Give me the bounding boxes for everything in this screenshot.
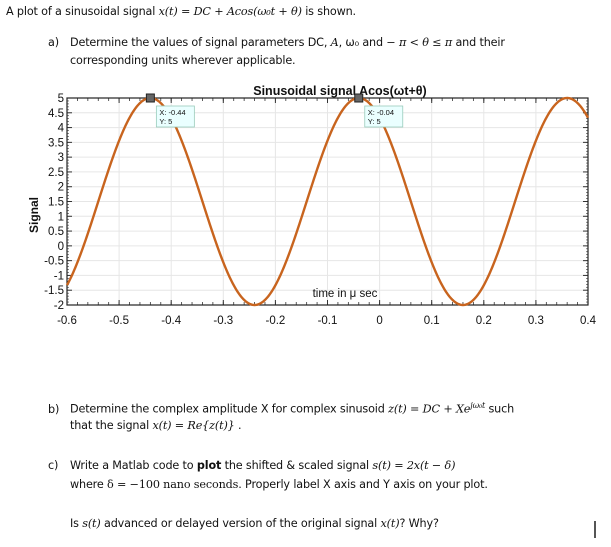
y-tick-label: 1	[58, 211, 64, 223]
part-c-line2-prefix: where	[70, 478, 108, 491]
question-suffix: ? Why?	[399, 517, 439, 530]
axes-box	[66, 97, 589, 306]
question-prefix: Is	[70, 517, 83, 530]
part-c-nano: nano seconds.	[159, 478, 242, 491]
intro-text: A plot of a sinusoidal signal x(t) = DC …	[6, 5, 356, 18]
part-b-line2-suffix: .	[234, 419, 242, 432]
x-tick-label: 0.2	[476, 315, 492, 327]
intro-formula: x(t) = DC + Acos(ω₀t + θ)	[158, 5, 302, 18]
x-tick-label: -0.2	[265, 315, 285, 327]
datatip-x-value: X: -0.04	[368, 108, 394, 117]
y-tick-label: 0	[58, 241, 64, 253]
y-tick-label: 1.5	[48, 197, 64, 209]
part-b-text: Determine the complex amplitude X for co…	[70, 402, 389, 416]
part-b-exponent: jω₀t	[470, 401, 486, 410]
part-a-letter: a)	[48, 36, 59, 49]
chart-title: Sinusoidal signal Acos(ωt+θ)	[253, 84, 426, 98]
y-tick-label: 4	[58, 123, 65, 135]
part-b-line2: that the signal x(t) = Re{z(t)} .	[70, 419, 242, 432]
datatip-y-value: Y: 5	[368, 117, 381, 126]
part-c-line2-suffix: Properly label X axis and Y axis on your…	[241, 478, 488, 491]
y-tick-label: 5	[58, 93, 64, 105]
y-tick-label: -2	[54, 300, 64, 312]
part-a-mid: , ω₀ and	[338, 36, 387, 49]
datatip-x-value: X: -0.44	[159, 108, 185, 117]
datatip-y-value: Y: 5	[159, 117, 172, 126]
part-c-line2: where δ = −100 nano seconds. Properly la…	[70, 478, 488, 491]
x-tick-label: 0.4	[580, 315, 597, 327]
y-tick-label: 4.5	[48, 108, 64, 120]
part-a-line2: corresponding units wherever applicable.	[70, 54, 296, 67]
part-c-line1: c) Write a Matlab code to plot the shifte…	[48, 459, 456, 472]
y-tick-label: 3	[58, 152, 64, 164]
part-b-formula: z(t) = DC + Xe	[388, 402, 471, 416]
question-x: x(t)	[380, 517, 400, 530]
x-tick-label: -0.5	[109, 315, 129, 327]
datatip-marker	[145, 93, 155, 103]
x-tick-label: 0.1	[424, 315, 440, 327]
part-a-A: A	[330, 36, 339, 49]
intro-suffix: is shown.	[301, 5, 356, 18]
datatip-box	[364, 105, 404, 128]
x-tick-label: -0.4	[161, 315, 181, 327]
x-tick-label: -0.1	[318, 315, 338, 327]
part-c-bold-plot: plot	[196, 459, 222, 472]
y-tick-label: 2.5	[48, 167, 64, 179]
text-cursor	[594, 521, 596, 538]
datatip-marker	[354, 93, 364, 103]
y-tick-label: -1	[54, 270, 64, 282]
part-c-formula: s(t) = 2x(t − δ)	[372, 459, 456, 472]
intro-prefix: A plot of a sinusoidal signal	[6, 5, 159, 18]
question-mid: advanced or delayed version of the origi…	[100, 517, 381, 530]
part-a-suffix: and their	[452, 36, 505, 49]
part-a-line1: a) Determine the values of signal paramet…	[48, 36, 505, 49]
x-axis-label: time in μ sec	[313, 288, 378, 300]
part-a-text: Determine the values of signal parameter…	[70, 36, 331, 49]
y-tick-label: 3.5	[48, 137, 64, 149]
part-b-line2-prefix: that the signal	[70, 419, 153, 432]
y-tick-label: 0.5	[48, 226, 64, 238]
y-tick-label: -0.5	[44, 256, 64, 268]
part-b-line1: b) Determine the complex amplitude X for …	[48, 401, 514, 416]
part-c-letter: c)	[48, 459, 59, 472]
x-tick-label: -0.3	[213, 315, 233, 327]
y-tick-label: -1.5	[44, 285, 64, 297]
x-tick-label: 0.3	[528, 315, 544, 327]
part-c-mid: the shifted & scaled signal	[221, 459, 373, 472]
part-c-delta: δ = −100	[107, 478, 160, 491]
y-tick-label: 2	[58, 182, 64, 194]
part-c-question: Is s(t) advanced or delayed version of t…	[70, 517, 439, 530]
part-b-suffix: such	[485, 402, 515, 416]
part-c-text: Write a Matlab code to	[70, 459, 197, 472]
question-s: s(t)	[82, 517, 101, 530]
y-axis-label: Signal	[27, 197, 41, 233]
datatip-box	[155, 105, 195, 128]
part-a-range: − π < θ ≤ π	[386, 36, 453, 49]
x-tick-label: -0.6	[57, 315, 77, 327]
part-b-line2-formula: x(t) = Re{z(t)}	[152, 419, 235, 432]
sinusoid-chart: -0.6 -0.5 -0.4 -0.3 -0.2 -0.1 0 0.1 0.2 0.3 0.4 -2 -…	[27, 84, 597, 327]
x-tick-label: 0	[376, 315, 382, 327]
part-b-letter: b)	[48, 402, 60, 416]
